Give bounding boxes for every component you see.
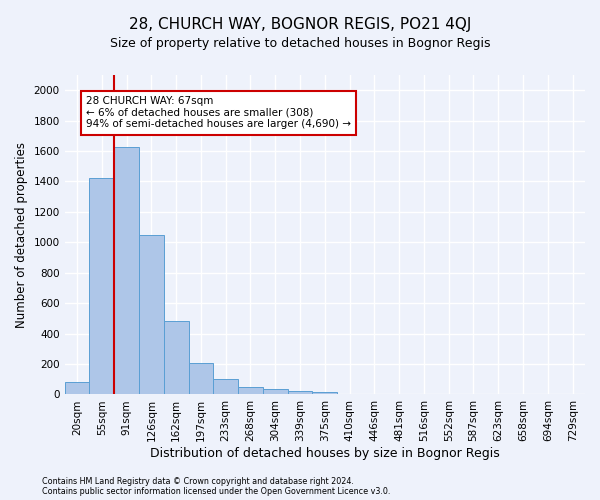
Bar (214, 379, 238, 394)
Bar (89, 178, 114, 394)
Text: Size of property relative to detached houses in Bognor Regis: Size of property relative to detached ho… (110, 38, 490, 51)
Bar (238, 387, 263, 394)
Bar (313, 392, 337, 394)
Text: 28, CHURCH WAY, BOGNOR REGIS, PO21 4QJ: 28, CHURCH WAY, BOGNOR REGIS, PO21 4QJ (129, 18, 471, 32)
Bar (114, 148, 139, 394)
Y-axis label: Number of detached properties: Number of detached properties (15, 142, 28, 328)
X-axis label: Distribution of detached houses by size in Bognor Regis: Distribution of detached houses by size … (150, 447, 500, 460)
Bar (65, 382, 89, 394)
Text: Contains public sector information licensed under the Open Government Licence v3: Contains public sector information licen… (42, 487, 391, 496)
Bar (188, 364, 214, 394)
Bar (287, 391, 313, 394)
Text: 28 CHURCH WAY: 67sqm
← 6% of detached houses are smaller (308)
94% of semi-detac: 28 CHURCH WAY: 67sqm ← 6% of detached ho… (86, 96, 351, 130)
Text: Contains HM Land Registry data © Crown copyright and database right 2024.: Contains HM Land Registry data © Crown c… (42, 477, 354, 486)
Bar (139, 234, 164, 394)
Bar (263, 389, 287, 394)
Bar (164, 322, 188, 394)
